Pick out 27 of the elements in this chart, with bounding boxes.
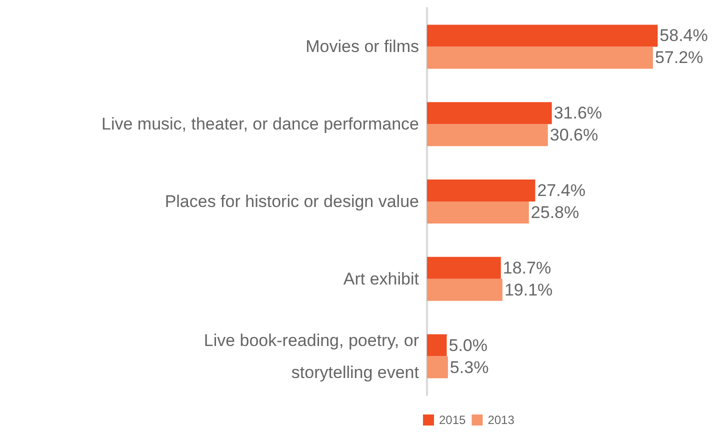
bar — [427, 24, 658, 47]
data-label: 5.0% — [448, 336, 488, 355]
data-label: 57.2% — [654, 48, 704, 68]
y-tick-label: Live music, theater, or dance performance — [102, 114, 419, 134]
data-label: 58.4% — [660, 26, 708, 46]
legend-label: 2013 — [488, 413, 515, 427]
data-label: 31.6% — [554, 104, 602, 123]
bar — [427, 180, 536, 202]
data-label: 27.4% — [537, 181, 586, 200]
legend-label: 2015 — [439, 413, 466, 427]
bar — [427, 202, 529, 224]
y-tick-label: Movies or films — [306, 37, 419, 56]
bar — [427, 278, 502, 301]
data-label: 18.7% — [502, 258, 552, 278]
data-label: 5.3% — [450, 358, 489, 377]
bar — [427, 256, 501, 279]
data-label: 19.1% — [504, 280, 553, 300]
bar — [427, 46, 653, 69]
bar — [427, 356, 448, 378]
bar — [427, 334, 447, 356]
bar — [427, 124, 548, 146]
data-label: 25.8% — [530, 203, 580, 222]
y-tick-label: Art exhibit — [343, 269, 420, 288]
y-tick-label: Places for historic or design value — [164, 192, 419, 211]
bar — [427, 102, 552, 124]
y-tick-label: Live book-reading, poetry, or storytelling event — [204, 330, 420, 382]
data-label: 30.6% — [550, 126, 598, 145]
